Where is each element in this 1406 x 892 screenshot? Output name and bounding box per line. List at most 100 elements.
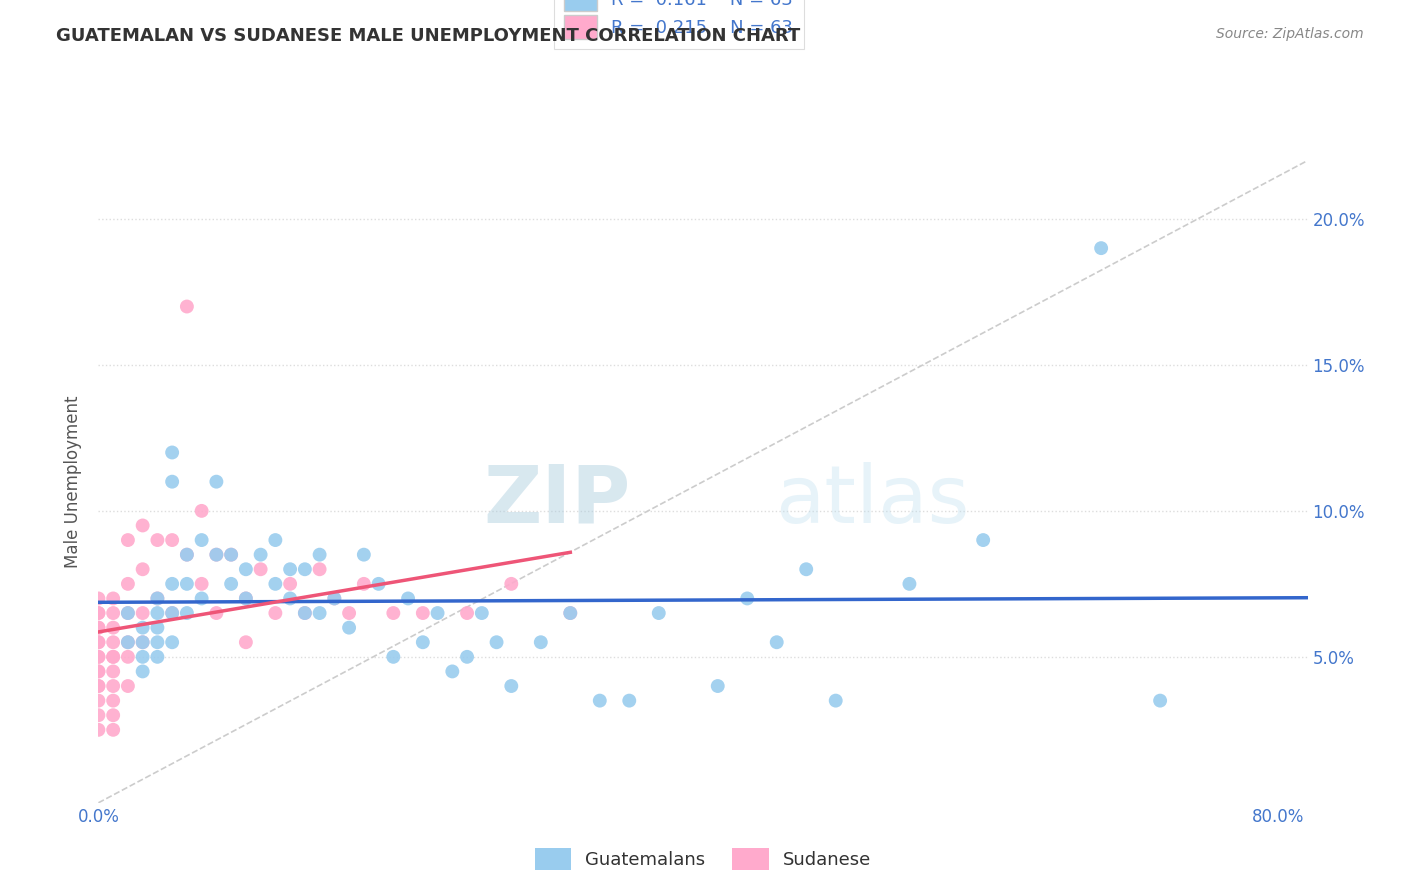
Text: GUATEMALAN VS SUDANESE MALE UNEMPLOYMENT CORRELATION CHART: GUATEMALAN VS SUDANESE MALE UNEMPLOYMENT… (56, 27, 800, 45)
Point (264, 533, 287, 547)
Point (308, 562, 330, 576)
Point (501, 679, 523, 693)
Point (382, 606, 405, 620)
Point (160, 475, 183, 489)
Point (87, 635, 110, 649)
Point (160, 533, 183, 547)
Point (456, 649, 478, 664)
Point (87, 649, 110, 664)
Point (101, 649, 124, 664)
Point (794, 562, 817, 576)
Y-axis label: Male Unemployment: Male Unemployment (65, 395, 83, 568)
Point (619, 693, 641, 707)
Point (131, 665, 153, 679)
Point (101, 591, 124, 606)
Point (337, 606, 360, 620)
Point (278, 562, 301, 576)
Point (146, 533, 169, 547)
Point (294, 562, 316, 576)
Point (117, 635, 139, 649)
Point (176, 577, 198, 591)
Point (205, 548, 228, 562)
Point (146, 591, 169, 606)
Point (353, 577, 375, 591)
Point (131, 562, 153, 576)
Point (87, 621, 110, 635)
Point (176, 548, 198, 562)
Point (706, 679, 728, 693)
Point (367, 577, 389, 591)
Point (235, 591, 257, 606)
Point (235, 635, 257, 649)
Text: Source: ZipAtlas.com: Source: ZipAtlas.com (1216, 27, 1364, 41)
Point (101, 649, 124, 664)
Point (131, 649, 153, 664)
Point (396, 591, 419, 606)
Point (308, 548, 330, 562)
Point (264, 577, 287, 591)
Point (190, 591, 212, 606)
Point (160, 635, 183, 649)
Point (219, 548, 242, 562)
Point (308, 606, 330, 620)
Point (87, 708, 110, 723)
Point (146, 621, 169, 635)
Point (87, 679, 110, 693)
Point (501, 577, 523, 591)
Point (117, 606, 139, 620)
Point (471, 606, 494, 620)
Point (131, 621, 153, 635)
Point (412, 635, 434, 649)
Point (117, 679, 139, 693)
Point (146, 591, 169, 606)
Point (648, 606, 671, 620)
Point (294, 606, 316, 620)
Point (456, 606, 478, 620)
Point (205, 548, 228, 562)
Point (160, 606, 183, 620)
Point (117, 635, 139, 649)
Point (426, 606, 449, 620)
Point (219, 577, 242, 591)
Point (117, 577, 139, 591)
Point (131, 606, 153, 620)
Point (278, 591, 301, 606)
Point (87, 621, 110, 635)
Point (190, 504, 212, 518)
Point (101, 665, 124, 679)
Text: ZIP: ZIP (484, 462, 630, 540)
Point (176, 300, 198, 314)
Point (87, 649, 110, 664)
Point (560, 606, 582, 620)
Point (249, 548, 271, 562)
Point (101, 723, 124, 737)
Point (382, 649, 405, 664)
Point (117, 533, 139, 547)
Point (87, 665, 110, 679)
Point (249, 562, 271, 576)
Point (131, 518, 153, 533)
Point (117, 649, 139, 664)
Point (972, 533, 994, 547)
Point (160, 606, 183, 620)
Point (176, 606, 198, 620)
Point (898, 577, 921, 591)
Point (205, 475, 228, 489)
Point (485, 635, 508, 649)
Point (87, 723, 110, 737)
Point (146, 635, 169, 649)
Point (323, 591, 346, 606)
Point (765, 635, 787, 649)
Point (101, 708, 124, 723)
Point (1090, 241, 1112, 255)
Point (101, 693, 124, 707)
Text: atlas: atlas (776, 462, 970, 540)
Point (205, 606, 228, 620)
Point (235, 562, 257, 576)
Legend: Guatemalans, Sudanese: Guatemalans, Sudanese (527, 841, 879, 877)
Point (589, 693, 612, 707)
Point (101, 606, 124, 620)
Point (117, 606, 139, 620)
Point (337, 621, 360, 635)
Point (101, 679, 124, 693)
